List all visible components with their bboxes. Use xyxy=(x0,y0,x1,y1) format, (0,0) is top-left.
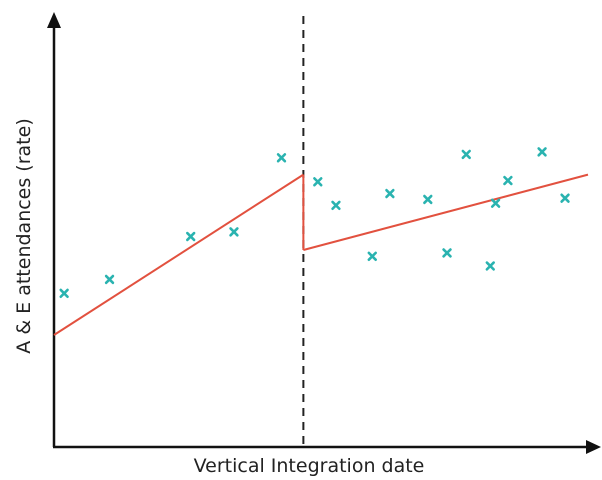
y-axis-label: A & E attendances (rate) xyxy=(13,118,35,353)
data-point-marker xyxy=(186,231,196,242)
data-point-marker xyxy=(104,274,115,285)
data-point-marker xyxy=(442,248,452,258)
x-axis-label: Vertical Integration date xyxy=(194,455,425,477)
x-axis-arrow xyxy=(586,440,601,454)
data-point-marker xyxy=(461,149,471,160)
trend-line-before xyxy=(53,173,304,336)
data-point-marker xyxy=(331,200,341,211)
data-point-marker xyxy=(59,288,69,299)
data-point-marker xyxy=(313,177,323,187)
data-point-marker xyxy=(423,194,433,205)
data-point-marker xyxy=(385,188,395,199)
data-point-marker xyxy=(503,175,513,186)
data-point-marker xyxy=(367,251,377,261)
data-markers xyxy=(59,147,570,299)
data-point-marker xyxy=(485,261,495,271)
y-axis-arrow xyxy=(47,12,61,28)
trend-lines xyxy=(53,173,589,336)
data-point-marker xyxy=(276,153,287,163)
data-point-marker xyxy=(229,227,239,237)
trend-line-after xyxy=(303,173,589,251)
data-point-marker xyxy=(537,147,547,157)
data-point-marker xyxy=(560,193,570,203)
data-point-marker xyxy=(490,198,501,208)
